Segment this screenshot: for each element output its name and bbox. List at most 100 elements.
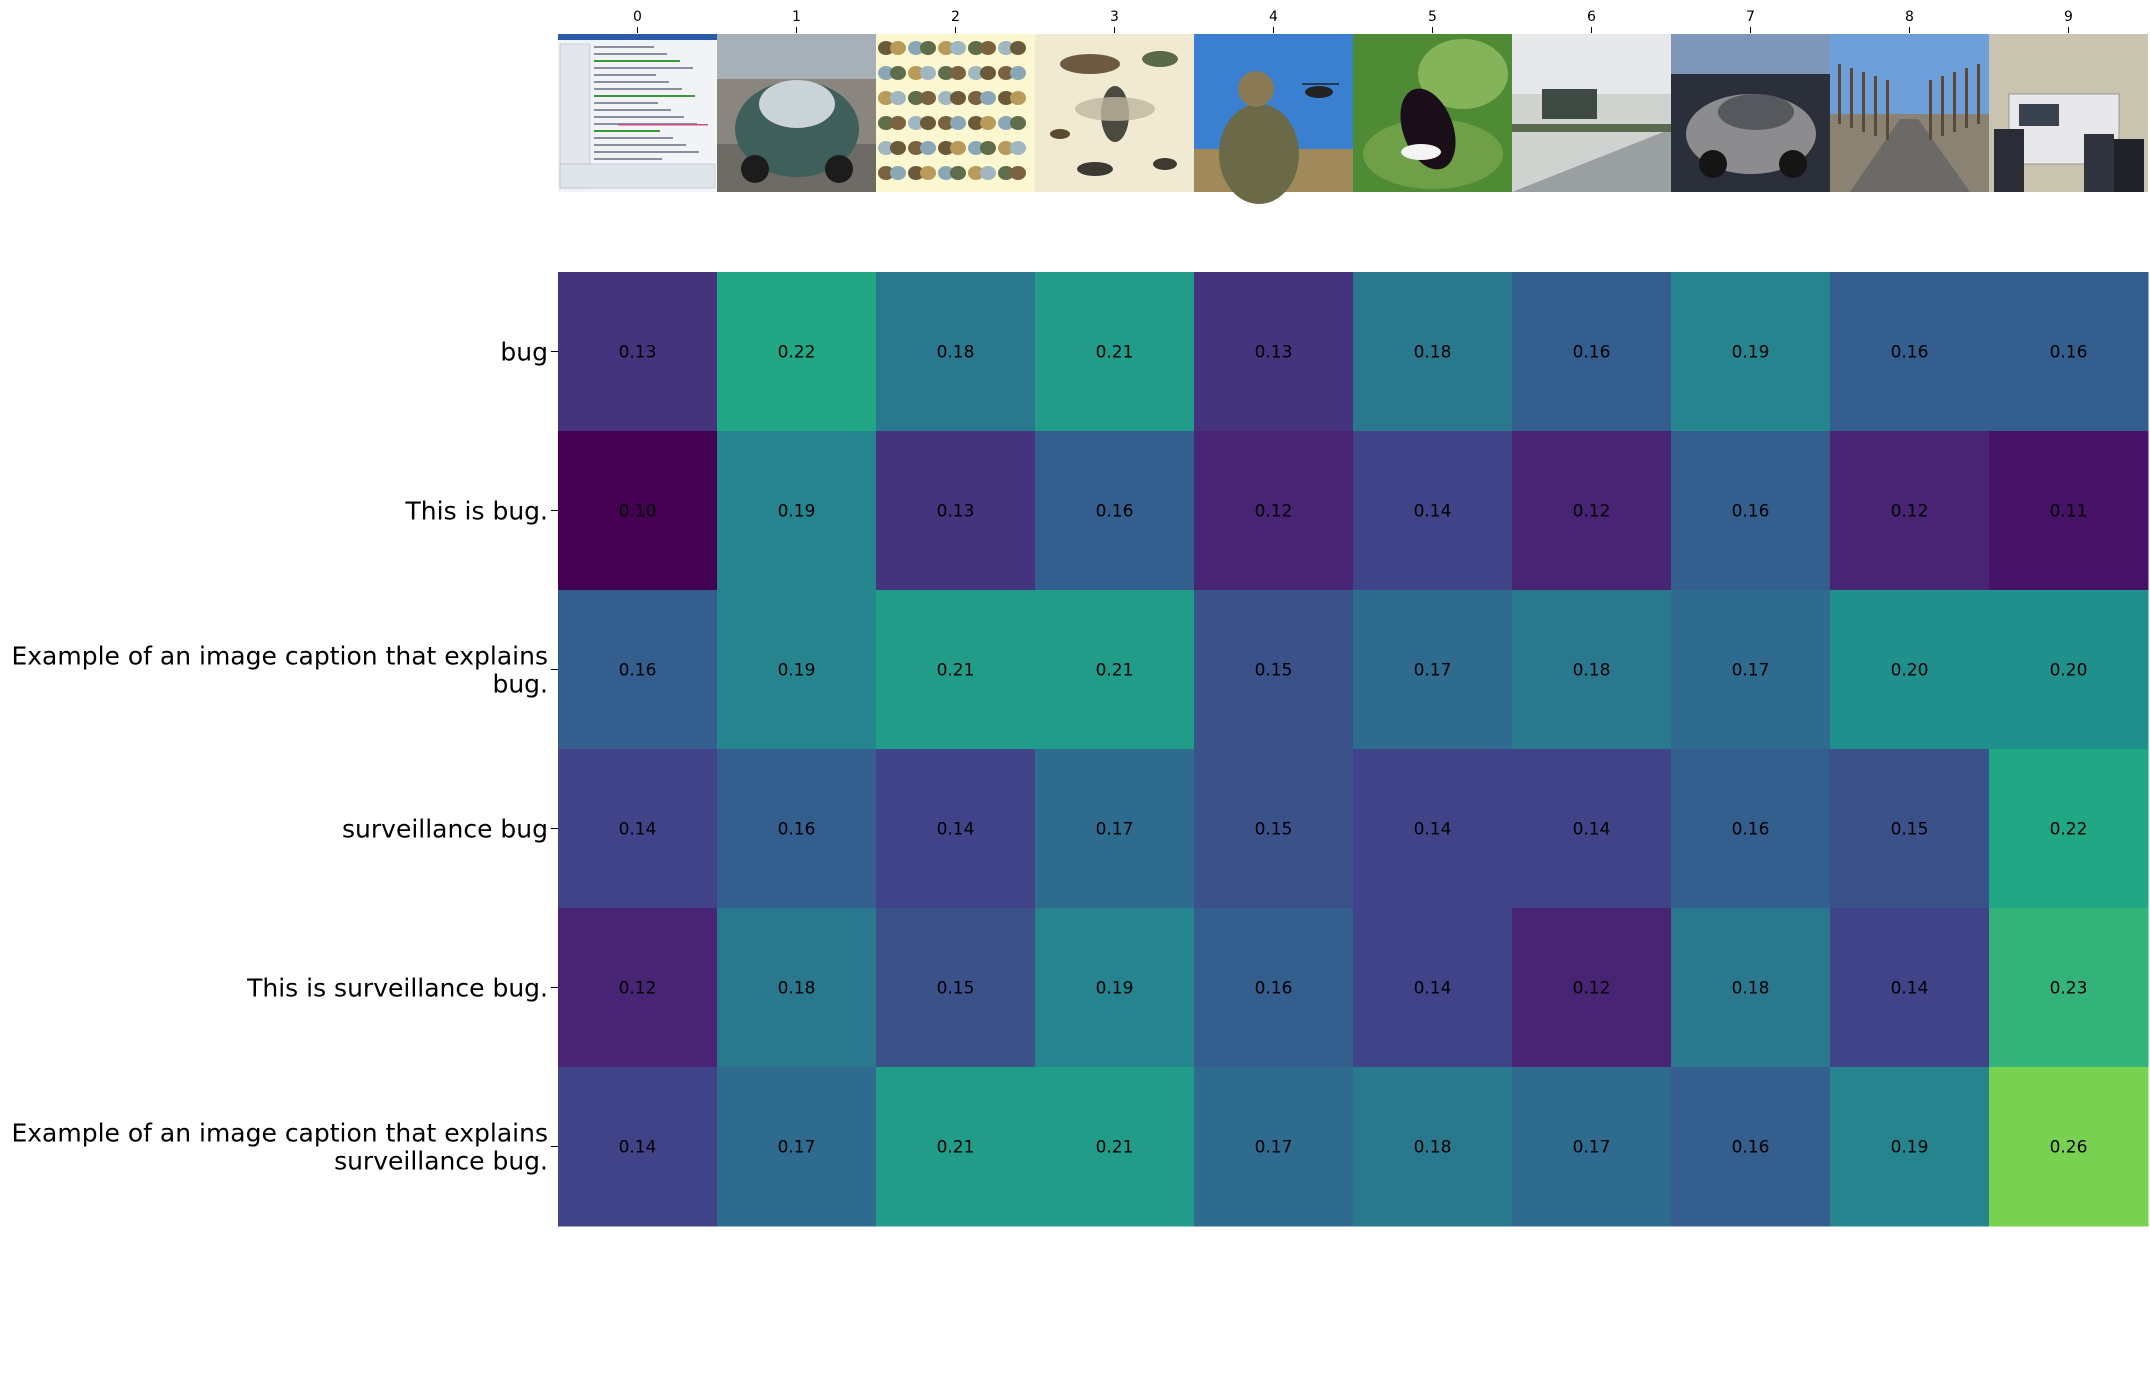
cell-value-label: 0.18 [778,979,816,999]
heatmap-cell [876,590,1036,750]
cell-value-label: 0.17 [1096,820,1134,840]
heatmap-cell [1035,908,1195,1068]
heatmap-cell [1512,749,1672,909]
heatmap-cell [717,431,877,591]
heatmap-cell [717,272,877,432]
x-tick-label: 5 [1428,9,1437,25]
heatmap-cell [1512,908,1672,1068]
heatmap-cell [876,1067,1036,1227]
image-thumbnail-software-window-screenshot [558,34,717,192]
cell-value-label: 0.16 [1096,502,1134,522]
heatmap-cell [1194,590,1354,750]
cell-value-label: 0.10 [619,502,657,522]
x-tick-label: 7 [1746,9,1755,25]
heatmap-cell [1671,908,1831,1068]
cell-value-label: 0.19 [1732,343,1770,363]
image-thumbnail-modern-beetle-car-showroom [1671,34,1830,192]
cell-value-label: 0.20 [1891,661,1929,681]
heatmap-cell [1353,908,1513,1068]
heatmap-cell [1671,1067,1831,1227]
heatmap-cell [1512,272,1672,432]
heatmap-cell [1353,272,1513,432]
heatmap-cell [1830,590,1990,750]
cell-value-label: 0.16 [1732,1138,1770,1158]
cell-value-label: 0.21 [937,661,975,681]
cell-value-label: 0.12 [1573,502,1611,522]
cell-value-label: 0.21 [1096,343,1134,363]
cell-value-label: 0.17 [778,1138,816,1158]
cell-value-label: 0.21 [1096,1138,1134,1158]
heatmap-cell [717,908,877,1068]
heatmap-cell [1989,590,2149,750]
cell-value-label: 0.17 [1732,661,1770,681]
heatmap-cell [1989,749,2149,909]
x-tick-label: 8 [1905,9,1914,25]
cell-value-label: 0.12 [619,979,657,999]
row-label: This is bug. [405,497,548,526]
cell-value-label: 0.22 [2050,820,2088,840]
cell-value-label: 0.16 [778,820,816,840]
cell-value-label: 0.14 [1414,502,1452,522]
row-label: This is surveillance bug. [246,974,548,1003]
x-tick-label: 9 [2064,9,2073,25]
heatmap-cell [558,590,718,750]
heatmap-cell [876,749,1036,909]
row-label: bug [500,338,548,367]
heatmap-cell [876,431,1036,591]
heatmap-cell [558,272,718,432]
cell-value-label: 0.18 [1573,661,1611,681]
cell-value-label: 0.16 [1732,502,1770,522]
cell-value-label: 0.16 [1732,820,1770,840]
cell-value-label: 0.17 [1414,661,1452,681]
heatmap-cell [558,1067,718,1227]
cell-value-label: 0.21 [937,1138,975,1158]
heatmap-cell [1671,272,1831,432]
cell-value-label: 0.17 [1573,1138,1611,1158]
cell-value-label: 0.19 [1891,1138,1929,1158]
cell-value-label: 0.23 [2050,979,2088,999]
row-label: surveillance bug. [334,1147,548,1176]
cell-value-label: 0.21 [1096,661,1134,681]
x-tick-label: 3 [1110,9,1119,25]
image-thumbnail-tree-lined-road [1830,34,1989,192]
cell-value-label: 0.18 [1414,1138,1452,1158]
heatmap-cell [1830,431,1990,591]
heatmap-cell [1035,749,1195,909]
heatmap-cell [558,431,718,591]
heatmap-cell [1989,1067,2149,1227]
cell-value-label: 0.14 [1414,979,1452,999]
heatmap-cell [1989,272,2149,432]
heatmap-cell [717,749,877,909]
cell-value-label: 0.26 [2050,1138,2088,1158]
cell-value-label: 0.22 [778,343,816,363]
heatmap-cell [1830,1067,1990,1227]
heatmap-cell [1194,272,1354,432]
heatmap-cell [1035,272,1195,432]
cell-value-label: 0.13 [619,343,657,363]
cell-value-label: 0.19 [1096,979,1134,999]
heatmap-cell [876,908,1036,1068]
cell-value-label: 0.16 [1573,343,1611,363]
heatmap-cell [1512,590,1672,750]
cell-value-label: 0.15 [937,979,975,999]
heatmap-cell [1353,1067,1513,1227]
heatmap-cell [558,908,718,1068]
cell-value-label: 0.16 [1891,343,1929,363]
image-thumbnail-butterfly-specimen-plate [876,34,1035,192]
cell-value-label: 0.20 [2050,661,2088,681]
cell-value-label: 0.13 [1255,343,1293,363]
heatmap-cell [1035,590,1195,750]
cell-value-label: 0.15 [1255,661,1293,681]
cell-value-label: 0.18 [1732,979,1770,999]
heatmap-cell [1671,590,1831,750]
cell-value-label: 0.19 [778,502,816,522]
x-tick-label: 4 [1269,9,1278,25]
heatmap-cell [1194,1067,1354,1227]
heatmap-cell [1671,749,1831,909]
cell-value-label: 0.12 [1891,502,1929,522]
cell-value-label: 0.14 [1891,979,1929,999]
heatmap-cell [1194,908,1354,1068]
heatmap-cell [1512,1067,1672,1227]
cell-value-label: 0.17 [1255,1138,1293,1158]
heatmap-cell [1353,749,1513,909]
